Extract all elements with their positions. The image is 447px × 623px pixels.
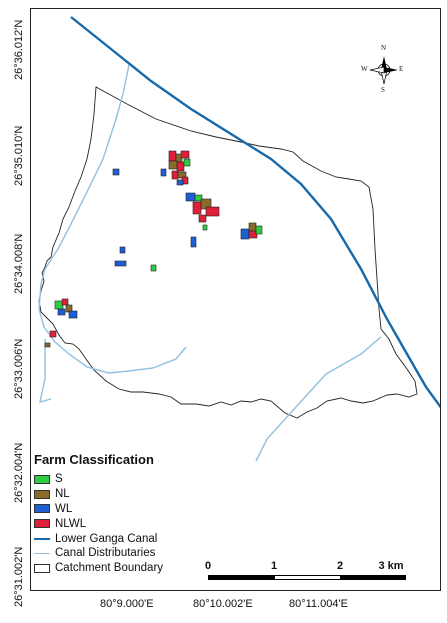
legend-item-wl: WL (34, 502, 224, 517)
farm-plot (114, 260, 127, 267)
legend-item-lower-ganga-canal: Lower Ganga Canal (34, 531, 224, 546)
latitude-label: 26°33.006'N (13, 338, 25, 399)
legend-swatch (34, 519, 50, 529)
farm-plot (255, 225, 263, 235)
scale-tick-label: 3 km (378, 560, 404, 572)
farm-plot (168, 160, 178, 170)
scale-tick-label: 1 (270, 560, 278, 572)
catchment-boundary (38, 86, 418, 419)
longitude-label: 80°9.000'E (100, 598, 154, 610)
legend-label: Lower Ganga Canal (55, 532, 158, 545)
longitude-label: 80°11.004'E (289, 598, 348, 610)
farm-plot (190, 236, 197, 248)
latitude-label: 26°31.002'N (13, 546, 25, 607)
compass-rose-icon: N S E W (361, 44, 404, 94)
farm-plot (192, 201, 202, 215)
distributary-main (38, 64, 187, 374)
distributary-south (39, 339, 52, 403)
legend-item-s: S (34, 472, 224, 487)
farm-plot (68, 310, 78, 319)
farm-plot (176, 179, 184, 186)
scale-segment (274, 575, 341, 580)
farm-plot (248, 222, 257, 232)
east-letter: E (399, 65, 404, 73)
farm-plot (168, 150, 177, 162)
scale-tick-label: 2 (336, 560, 344, 572)
legend-label: NL (55, 488, 70, 501)
farm-plot (112, 168, 120, 176)
scale-bar: 0 1 2 3 km (204, 560, 406, 580)
legend-item-canal-distributaries: Canal Distributaries (34, 546, 224, 561)
legend-label: Catchment Boundary (55, 562, 164, 575)
legend-line-swatch (34, 537, 50, 540)
legend-swatch (34, 489, 50, 499)
legend-item-nlwl: NLWL (34, 516, 224, 531)
farm-plot (171, 170, 179, 180)
legend-swatch (34, 504, 50, 514)
farm-plot (194, 194, 203, 202)
farm-plot (205, 206, 220, 217)
farm-plot (198, 214, 207, 223)
scale-segment (208, 575, 275, 580)
farm-plot (202, 224, 208, 231)
south-letter: S (381, 86, 385, 94)
farm-plot (119, 246, 126, 254)
map-canvas (38, 16, 440, 462)
west-letter: W (361, 65, 368, 73)
farm-plot (183, 158, 191, 167)
farm-plots (44, 150, 263, 348)
latitude-label: 26°36.012'N (13, 19, 25, 80)
farm-plot (160, 168, 167, 177)
farm-plot (180, 150, 190, 159)
farm-plot (57, 308, 66, 316)
north-letter: N (381, 44, 387, 52)
legend-line-swatch (34, 552, 50, 554)
legend-item-nl: NL (34, 487, 224, 502)
farm-plot (240, 228, 250, 240)
legend-label: WL (55, 502, 73, 515)
latitude-label: 26°34.008'N (13, 233, 25, 294)
farm-plot (44, 342, 51, 348)
farm-plot (185, 192, 196, 202)
legend-label: NLWL (55, 517, 87, 530)
distributary-east (255, 336, 382, 462)
legend-label: S (55, 473, 63, 486)
latitude-label: 26°35.010'N (13, 125, 25, 186)
canal-distributaries (38, 64, 382, 462)
scale-segment (340, 575, 406, 580)
farm-plot (176, 161, 185, 172)
latitude-label: 26°32.004'N (13, 442, 25, 503)
legend-swatch (34, 474, 50, 484)
legend-label: Canal Distributaries (55, 547, 156, 560)
farm-plot (248, 230, 258, 239)
legend: Farm Classification S NL WL NLWL Lower G… (34, 452, 224, 576)
farm-plot (61, 298, 69, 306)
map-frame (30, 8, 441, 591)
lower-ganga-canal (70, 16, 440, 409)
legend-swatch (34, 563, 50, 573)
legend-title: Farm Classification (34, 452, 154, 467)
farm-plot (49, 330, 57, 338)
legend-item-catchment-boundary: Catchment Boundary (34, 561, 224, 576)
longitude-label: 80°10.002'E (193, 598, 253, 610)
farm-plot (150, 264, 157, 272)
compass-rose-graphic (369, 56, 398, 85)
scale-tick-label: 0 (204, 560, 212, 572)
